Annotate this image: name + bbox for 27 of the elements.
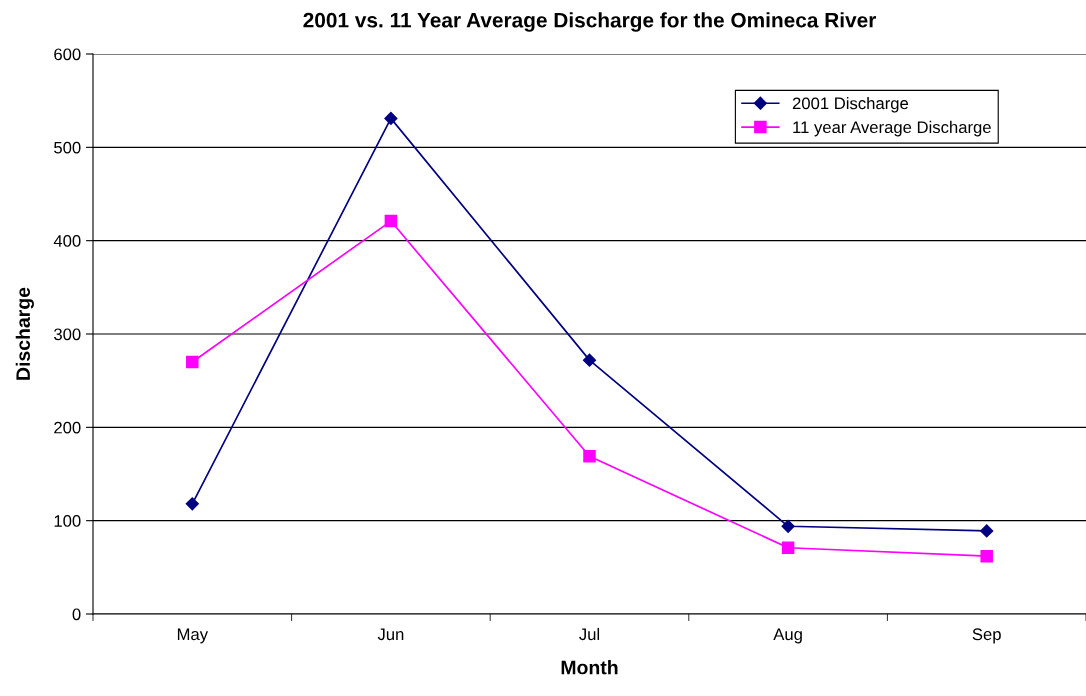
y-tick-label: 300 [54, 328, 81, 341]
x-tick-label: Jun [377, 628, 404, 641]
y-tick-label: 200 [54, 421, 81, 434]
point [384, 214, 398, 228]
point [582, 353, 597, 367]
point [781, 541, 795, 554]
y-tick-label: 500 [54, 141, 81, 154]
x-tick-label: Jul [579, 627, 600, 641]
y-tick-label: 100 [54, 515, 81, 527]
point [185, 497, 199, 511]
legend-label: 11 year Average Discharge [793, 120, 991, 137]
y-axis-title: Discharge [15, 287, 34, 380]
point [384, 111, 398, 125]
point [781, 519, 795, 533]
chart-title: 2001 vs. 11 Year Average Discharge for the Omineca River [303, 12, 877, 32]
point [583, 450, 596, 463]
point [980, 524, 994, 538]
x-axis-title: Month [561, 660, 618, 675]
y-tick-label: 400 [53, 235, 81, 247]
legend-label: 2001 Discharge [792, 97, 909, 113]
point [186, 355, 199, 369]
x-tick-label: Sep [972, 628, 1001, 644]
y-tick-label: 600 [54, 48, 81, 61]
x-tick-label: Aug [773, 628, 802, 644]
y-tick-label: 0 [72, 608, 81, 621]
x-tick-label: May [177, 628, 209, 644]
point [980, 549, 993, 563]
